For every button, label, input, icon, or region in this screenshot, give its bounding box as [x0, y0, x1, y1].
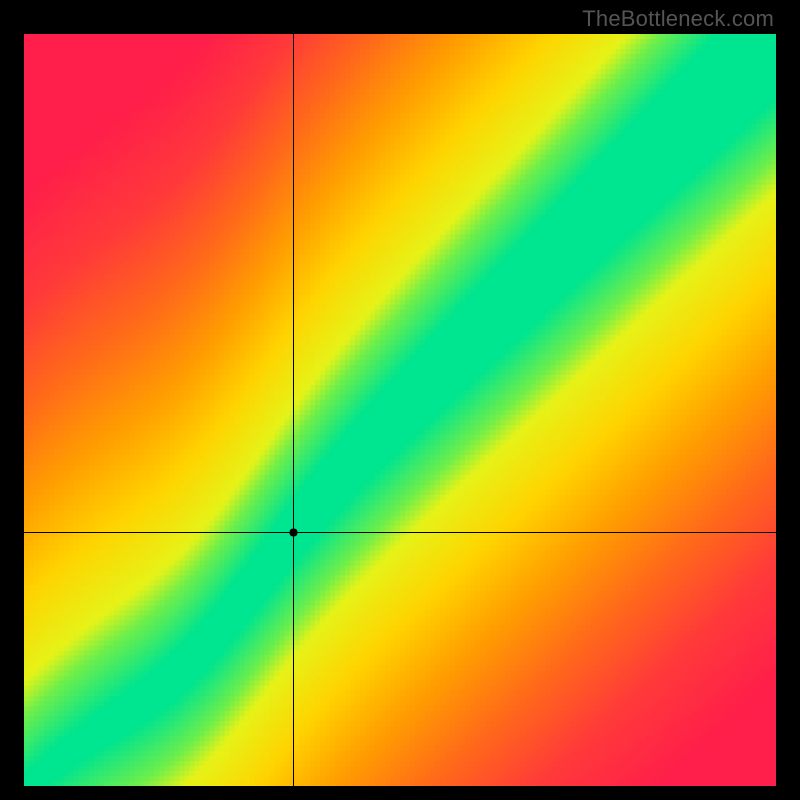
- chart-frame: { "watermark": { "text": "TheBottleneck.…: [0, 0, 800, 800]
- crosshair-overlay: [24, 34, 776, 786]
- watermark-text: TheBottleneck.com: [582, 6, 774, 32]
